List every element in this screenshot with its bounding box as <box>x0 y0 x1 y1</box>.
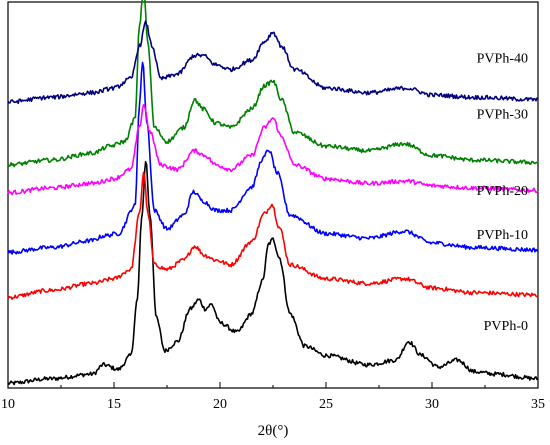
x-axis-ticks <box>7 382 539 388</box>
series-label-pvph-30: PVPh-30 <box>477 107 528 122</box>
x-tick-label: 15 <box>107 397 121 412</box>
series-labels: PVPh-0PVPh-10PVPh-20PVPh-30PVPh-40PVPh-5… <box>477 51 528 334</box>
series-line-pvph-0 <box>7 160 539 386</box>
x-tick-label: 10 <box>1 397 15 412</box>
x-tick-label: 30 <box>425 397 439 412</box>
series-label-pvph-0: PVPh-0 <box>484 319 528 334</box>
series-line-pvph-50 <box>7 20 539 105</box>
x-tick-label: 20 <box>213 397 227 412</box>
series-line-pvph-20 <box>7 61 539 255</box>
x-axis-tick-labels: 10 15 20 25 30 35 <box>1 397 545 412</box>
x-axis-title: 2θ(°) <box>258 423 289 439</box>
series-line-pvph-30 <box>7 104 539 196</box>
x-tick-label: 25 <box>319 397 333 412</box>
series-label-pvph-20: PVPh-20 <box>477 184 528 199</box>
plot-frame <box>7 1 539 389</box>
series-label-pvph-40: PVPh-40 <box>477 51 528 66</box>
series-label-pvph-10: PVPh-10 <box>477 228 528 243</box>
series-line-pvph-10 <box>7 171 539 300</box>
series-line-pvph-40 <box>7 0 539 168</box>
series-layer <box>7 0 539 386</box>
x-tick-label: 35 <box>531 397 545 412</box>
